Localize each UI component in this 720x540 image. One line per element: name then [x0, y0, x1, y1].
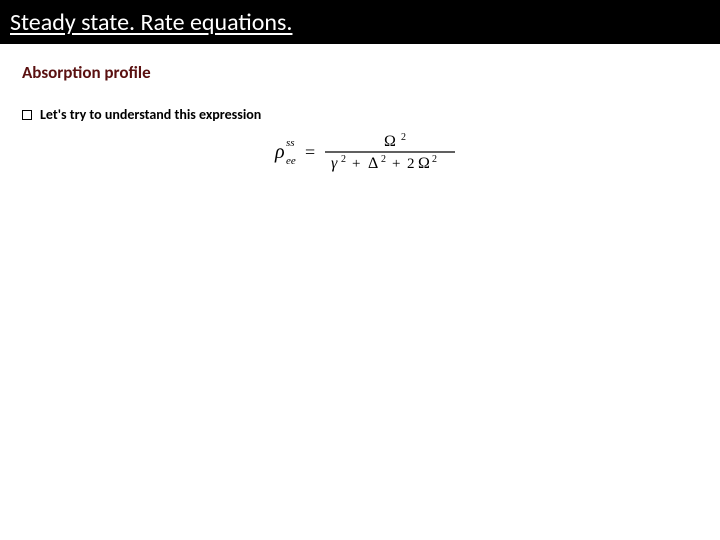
svg-text:=: =	[305, 142, 315, 162]
svg-text:ρ: ρ	[274, 141, 285, 163]
svg-text:2: 2	[432, 154, 437, 165]
svg-text:Δ: Δ	[368, 155, 378, 172]
svg-text:ee: ee	[286, 155, 296, 167]
slide-root: Steady state. Rate equations. Absorption…	[0, 0, 720, 540]
title-bar: Steady state. Rate equations.	[0, 0, 720, 44]
square-bullet-icon	[22, 110, 32, 120]
svg-text:2: 2	[407, 156, 415, 172]
bullet-item: Let's try to understand this expression	[22, 106, 261, 123]
svg-text:2: 2	[401, 132, 406, 143]
formula-equation: ρ ss ee = Ω 2 γ 2 + Δ 2 + 2 Ω 2	[0, 128, 720, 181]
svg-text:Ω: Ω	[418, 155, 430, 172]
formula-svg: ρ ss ee = Ω 2 γ 2 + Δ 2 + 2 Ω 2	[255, 128, 465, 176]
svg-text:+: +	[392, 156, 400, 172]
svg-text:2: 2	[341, 154, 346, 165]
slide-subtitle: Absorption profile	[22, 62, 151, 83]
slide-title: Steady state. Rate equations.	[10, 8, 292, 37]
svg-text:2: 2	[381, 154, 386, 165]
svg-text:+: +	[352, 156, 360, 172]
svg-text:γ: γ	[331, 155, 338, 172]
bullet-text: Let's try to understand this expression	[40, 106, 261, 123]
svg-text:ss: ss	[286, 137, 295, 149]
svg-text:Ω: Ω	[384, 133, 396, 150]
